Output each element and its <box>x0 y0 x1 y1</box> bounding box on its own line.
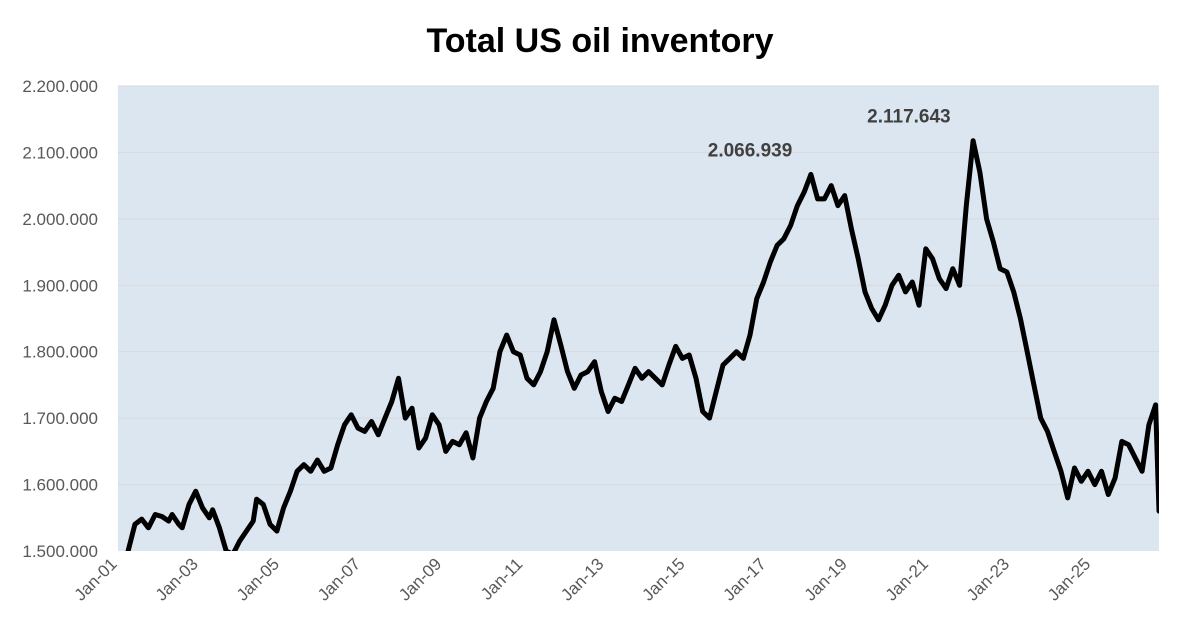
y-tick-label: 1.600.000 <box>22 476 98 495</box>
y-tick-label: 2.000.000 <box>22 210 98 229</box>
x-tick-label: Jan-11 <box>477 554 526 603</box>
y-tick-label: 1.700.000 <box>22 409 98 428</box>
x-tick-label: Jan-15 <box>638 554 688 604</box>
y-tick-label: 2.200.000 <box>22 77 98 96</box>
peak-annotation: 2.066.939 <box>708 140 793 161</box>
annotations: 2.066.939 2.117.643 <box>708 107 951 162</box>
x-tick-label: Jan-19 <box>801 554 851 604</box>
peak-annotation: 2.117.643 <box>867 107 950 128</box>
x-tick-label: Jan-21 <box>882 554 932 604</box>
series-layer <box>125 138 1159 551</box>
plot-area <box>118 86 1159 551</box>
y-tick-label: 1.500.000 <box>22 542 98 561</box>
x-tick-label: Jan-17 <box>720 554 770 604</box>
y-axis: 1.500.000 1.600.000 1.700.000 1.800.000 1.90… <box>22 77 98 561</box>
x-tick-label: Jan-07 <box>314 554 364 604</box>
y-tick-label: 2.100.000 <box>22 143 98 162</box>
y-tick-label: 1.900.000 <box>22 276 98 295</box>
x-tick-label: Jan-03 <box>152 554 202 604</box>
x-tick-label: Jan-13 <box>557 554 607 604</box>
y-tick-label: 1.800.000 <box>22 343 98 362</box>
x-tick-label: Jan-09 <box>395 554 445 604</box>
x-tick-label: Jan-25 <box>1044 554 1094 604</box>
chart-title: Total US oil inventory <box>427 22 774 60</box>
x-tick-label: Jan-05 <box>233 554 283 604</box>
x-axis: Jan-01 Jan-03 Jan-05 Jan-07 Jan-09 Jan-11 Jan-… <box>71 554 1095 604</box>
x-tick-label: Jan-01 <box>71 554 121 604</box>
series-line <box>125 138 1159 551</box>
x-tick-label: Jan-23 <box>963 554 1013 604</box>
gridlines <box>118 85 1159 486</box>
